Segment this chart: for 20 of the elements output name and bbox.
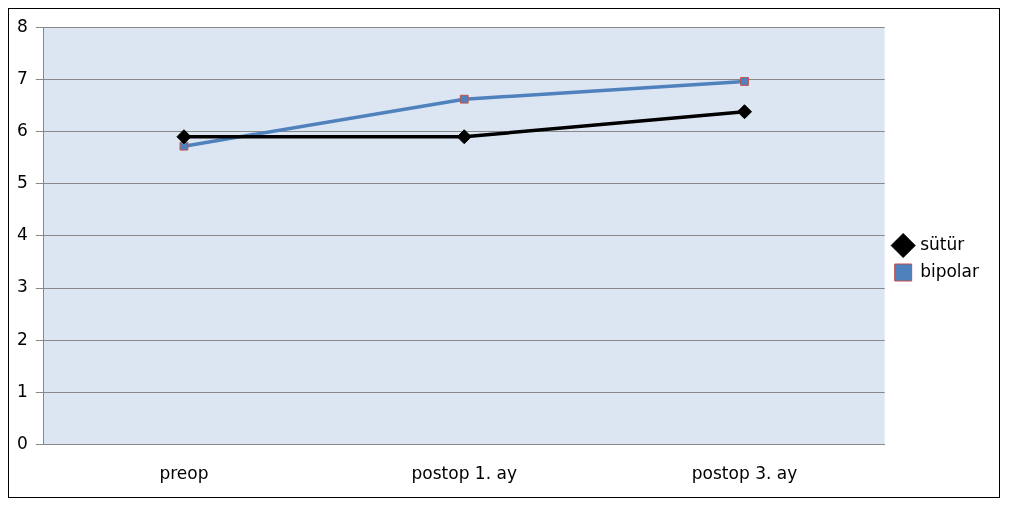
- point: [179, 141, 189, 151]
- y-tick-label: 6: [16, 119, 28, 140]
- y-tick-label: 1: [16, 380, 28, 401]
- point: [740, 77, 749, 86]
- y-tick-label: 3: [16, 276, 28, 297]
- point: [176, 129, 192, 145]
- legend-label: sütür: [920, 233, 965, 254]
- y-tick-label: 2: [16, 328, 28, 349]
- y-tick-label: 8: [16, 15, 28, 36]
- legend-label: bipolar: [920, 260, 980, 281]
- point: [456, 129, 472, 145]
- x-tick-label: postop 3. ay: [691, 463, 798, 484]
- x-tick-label: postop 1. ay: [411, 463, 517, 484]
- y-tick-label: 0: [16, 433, 28, 454]
- y-tick-label: 7: [16, 67, 28, 88]
- point: [459, 94, 469, 104]
- x-tick-label: preop: [159, 463, 209, 484]
- point: [737, 104, 753, 120]
- y-tick-label: 4: [16, 224, 28, 245]
- y-tick-label: 5: [16, 172, 28, 193]
